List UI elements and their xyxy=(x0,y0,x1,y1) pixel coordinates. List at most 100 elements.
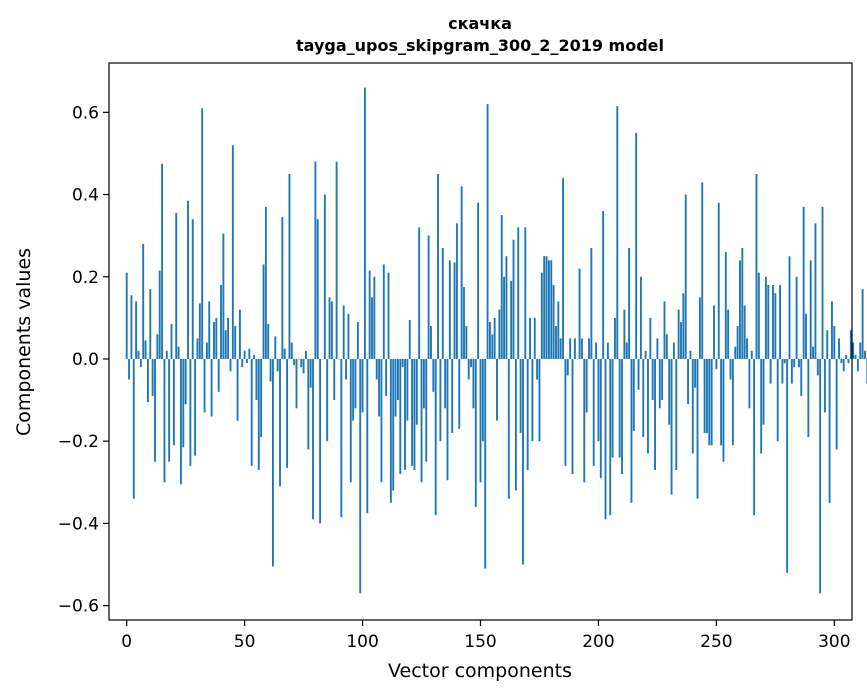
bar xyxy=(368,270,371,359)
bar xyxy=(807,358,810,438)
bar xyxy=(201,108,204,359)
bar xyxy=(224,330,227,359)
bar xyxy=(479,358,482,483)
bar xyxy=(677,309,680,359)
bar xyxy=(302,358,305,374)
bar xyxy=(795,276,798,359)
bar xyxy=(833,326,836,359)
bar xyxy=(427,235,430,359)
bar xyxy=(746,338,748,359)
bar xyxy=(264,206,267,359)
bar xyxy=(208,301,211,359)
bar xyxy=(128,358,130,380)
bar xyxy=(708,358,711,446)
bar xyxy=(573,338,576,359)
bar xyxy=(463,287,465,359)
bar xyxy=(552,284,555,359)
bar xyxy=(281,217,284,359)
bar xyxy=(507,358,510,499)
bar xyxy=(295,358,298,409)
bar xyxy=(625,342,628,359)
x-axis-label: Vector components xyxy=(388,660,572,682)
bar xyxy=(538,358,541,442)
bar xyxy=(488,321,491,359)
bar xyxy=(366,358,369,514)
bar xyxy=(859,342,862,359)
bar xyxy=(194,358,197,456)
bar xyxy=(314,161,317,359)
bar xyxy=(382,264,385,359)
bar xyxy=(668,358,671,425)
bar xyxy=(354,358,357,409)
bar xyxy=(750,350,753,359)
bar xyxy=(203,358,206,413)
bar xyxy=(849,330,852,359)
bar xyxy=(647,358,649,454)
bar xyxy=(635,132,638,359)
bar xyxy=(373,276,376,359)
bar xyxy=(800,358,803,396)
bar xyxy=(307,358,310,450)
bar xyxy=(670,358,673,495)
bar xyxy=(755,173,758,359)
bar xyxy=(496,358,498,421)
bar xyxy=(614,317,616,359)
bar xyxy=(198,303,201,359)
x-ticks-group: 0 50 100 150 200 250 300 xyxy=(121,620,851,652)
bar xyxy=(276,358,279,372)
bar xyxy=(283,348,286,359)
bar xyxy=(156,334,159,359)
bar xyxy=(229,358,232,372)
bar xyxy=(526,358,529,470)
bar xyxy=(222,233,225,359)
bar xyxy=(404,358,406,470)
bar xyxy=(451,358,454,433)
bar xyxy=(269,358,272,382)
bar xyxy=(253,354,256,359)
bar xyxy=(672,342,675,359)
bar xyxy=(151,358,154,396)
bar xyxy=(809,260,812,359)
bar xyxy=(146,358,149,403)
bar xyxy=(604,358,607,520)
bar xyxy=(154,358,156,462)
bar xyxy=(434,358,437,516)
bar xyxy=(274,336,277,359)
bar xyxy=(583,358,586,483)
bar xyxy=(238,309,241,359)
bar xyxy=(205,342,208,359)
chart-title: скачка xyxy=(448,14,512,33)
bar xyxy=(340,358,343,518)
bar xyxy=(569,338,572,359)
bar xyxy=(309,358,312,388)
bar xyxy=(713,305,715,359)
bar xyxy=(663,301,666,359)
bar xyxy=(408,319,411,359)
bar xyxy=(446,358,449,481)
bar xyxy=(246,358,248,364)
bar xyxy=(361,358,364,413)
bar xyxy=(757,272,760,359)
bar xyxy=(856,358,859,372)
bar xyxy=(847,358,850,364)
bar xyxy=(637,358,640,390)
bar xyxy=(835,358,838,450)
bar xyxy=(498,309,501,359)
bar xyxy=(703,358,706,433)
bar xyxy=(727,309,730,359)
bar xyxy=(385,358,388,396)
bar xyxy=(288,173,291,359)
bar xyxy=(481,358,484,442)
bar xyxy=(783,358,786,364)
bar xyxy=(172,358,175,446)
bar xyxy=(831,301,833,359)
bar xyxy=(639,276,642,359)
bar xyxy=(710,358,713,446)
bar xyxy=(705,358,708,433)
bar xyxy=(210,358,213,417)
bar xyxy=(680,321,682,359)
bar xyxy=(349,358,352,483)
bar xyxy=(467,358,470,380)
bar xyxy=(458,358,461,429)
